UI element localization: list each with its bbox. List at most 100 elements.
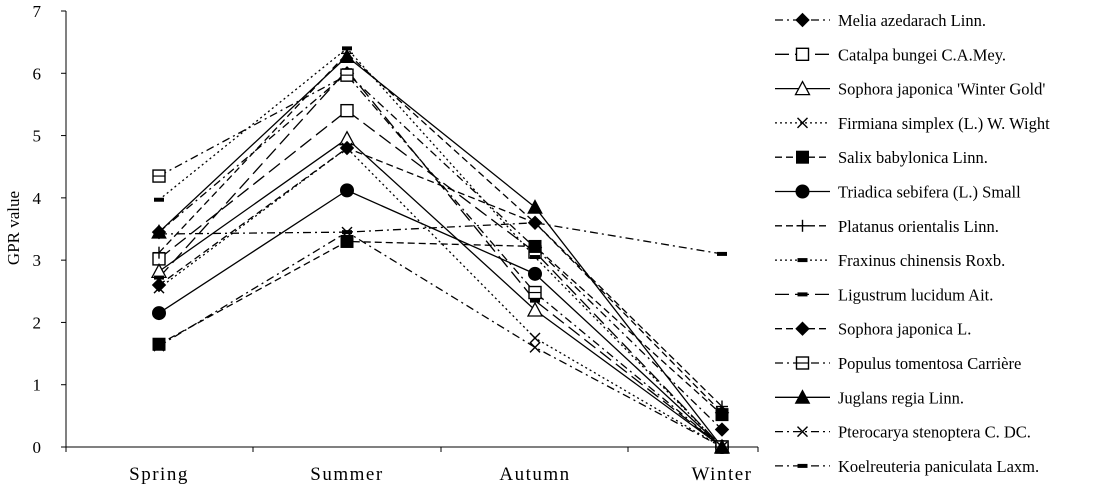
legend-label: Triadica sebifera (L.) Small xyxy=(838,183,1021,202)
series-path xyxy=(158,147,723,414)
legend-entry: Platanus orientalis Linn. xyxy=(775,217,999,236)
legend-entry: Salix babylonica Linn. xyxy=(775,148,988,167)
x-tick-label: Winter xyxy=(692,464,753,485)
data-point xyxy=(529,341,541,353)
legend-marker xyxy=(795,47,810,61)
series-markers xyxy=(154,220,727,256)
data-point xyxy=(153,246,165,259)
legend-label: Firmiana simplex (L.) W. Wight xyxy=(838,114,1050,133)
legend-label: Salix babylonica Linn. xyxy=(838,148,988,167)
legend: Melia azedarach Linn. Catalpa bungei C.A.… xyxy=(775,11,1050,476)
y-tick-label: 5 xyxy=(33,127,42,146)
legend-entry: Catalpa bungei C.A.Mey. xyxy=(775,45,1006,64)
series-path xyxy=(158,222,723,255)
data-point xyxy=(526,301,544,317)
series-markers xyxy=(151,66,730,437)
series-path xyxy=(158,52,723,407)
data-point xyxy=(340,103,354,118)
data-point xyxy=(339,140,355,156)
legend-label: Populus tomentosa Carrière xyxy=(838,354,1021,373)
data-point xyxy=(154,275,164,280)
series-markers xyxy=(151,140,730,420)
legend-entry: Sophora japonica L. xyxy=(775,320,971,339)
series-line xyxy=(158,110,723,448)
legend-marker xyxy=(795,12,810,28)
legend-label: Sophora japonica 'Winter Gold' xyxy=(838,80,1045,99)
series-path xyxy=(158,189,723,448)
data-point xyxy=(528,266,542,281)
x-tick-label: Summer xyxy=(310,464,383,485)
series-path xyxy=(158,240,723,416)
series-line xyxy=(158,147,723,414)
data-point xyxy=(339,48,355,63)
series-line xyxy=(158,189,723,448)
legend-marker xyxy=(795,184,810,199)
series-path xyxy=(158,72,723,431)
y-axis-label: GPR value xyxy=(4,191,23,265)
series-markers xyxy=(154,68,727,449)
series-path xyxy=(158,47,723,448)
x-tick-label: Spring xyxy=(129,464,189,485)
legend-marker xyxy=(797,258,808,263)
legend-marker xyxy=(796,219,809,232)
legend-marker xyxy=(797,463,808,468)
y-tick-label: 4 xyxy=(33,189,42,208)
legend-marker xyxy=(794,80,811,96)
data-point xyxy=(530,298,540,303)
legend-label: Platanus orientalis Linn. xyxy=(838,217,999,236)
data-point xyxy=(152,337,166,351)
y-tick-label: 2 xyxy=(33,313,42,332)
legend-entry: Juglans regia Linn. xyxy=(775,388,964,407)
y-tick-label: 1 xyxy=(33,376,42,395)
data-point xyxy=(152,169,166,183)
legend-entry: Fraxinus chinensis Roxb. xyxy=(775,251,1005,270)
legend-label: Fraxinus chinensis Roxb. xyxy=(838,251,1005,270)
data-point xyxy=(530,255,540,260)
data-point xyxy=(340,183,354,198)
series-lines xyxy=(150,46,731,454)
series-line xyxy=(158,55,723,448)
series-line xyxy=(158,231,723,448)
legend-label: Ligustrum lucidum Ait. xyxy=(838,285,993,304)
data-point xyxy=(153,340,165,352)
x-tick-label: Autumn xyxy=(499,464,570,485)
series-path xyxy=(158,55,723,448)
legend-label: Pterocarya stenoptera C. DC. xyxy=(838,423,1031,442)
legend-entry: Pterocarya stenoptera C. DC. xyxy=(775,423,1031,442)
data-point xyxy=(154,231,164,236)
data-point xyxy=(714,405,730,420)
legend-marker xyxy=(795,321,810,336)
series-markers xyxy=(153,226,728,453)
data-point xyxy=(717,251,727,256)
series-markers xyxy=(152,234,729,422)
series-line xyxy=(158,240,723,416)
y-tick-label: 6 xyxy=(33,64,42,83)
legend-label: Catalpa bungei C.A.Mey. xyxy=(838,45,1006,64)
series-line xyxy=(158,138,723,448)
legend-marker xyxy=(797,117,808,129)
series-markers xyxy=(151,48,730,454)
data-point xyxy=(527,199,543,214)
y-tick-label: 3 xyxy=(33,251,42,270)
data-point xyxy=(154,197,164,202)
series-line xyxy=(158,47,723,448)
legend-entry: Ligustrum lucidum Ait. xyxy=(775,285,993,304)
series-line xyxy=(158,72,723,431)
legend-marker xyxy=(797,426,808,438)
data-point xyxy=(152,306,166,321)
legend-entry: Sophora japonica 'Winter Gold' xyxy=(775,80,1045,99)
legend-entry: Populus tomentosa Carrière xyxy=(775,354,1021,373)
series-line xyxy=(158,52,723,407)
y-tick-label: 7 xyxy=(33,2,42,21)
data-point xyxy=(528,239,542,253)
data-point xyxy=(150,262,168,279)
data-point xyxy=(340,68,354,82)
data-point xyxy=(714,422,730,437)
data-point xyxy=(716,441,728,453)
legend-entry: Melia azedarach Linn. xyxy=(775,11,986,30)
legend-marker xyxy=(796,150,809,164)
series-path xyxy=(158,231,723,448)
legend-label: Melia azedarach Linn. xyxy=(838,11,986,30)
